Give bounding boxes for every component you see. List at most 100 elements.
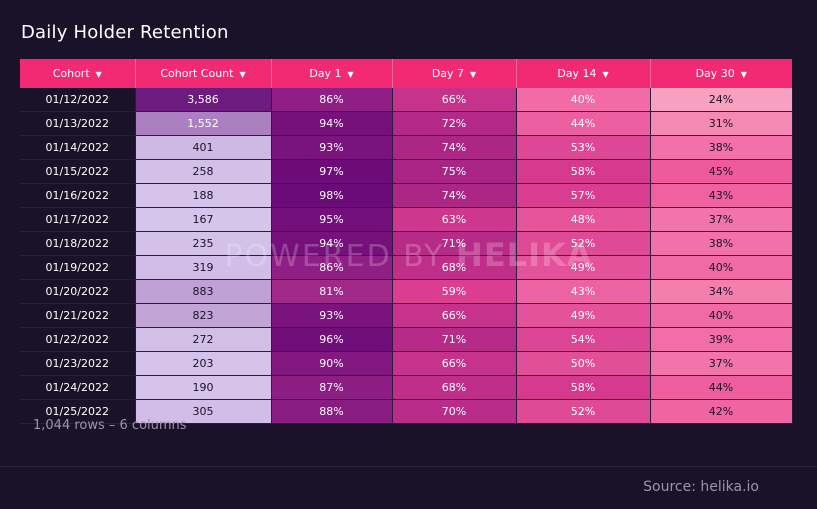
day-7-cell: 70% — [392, 399, 517, 424]
cohort-cell: 01/13/2022 — [20, 111, 136, 136]
day-14-cell: 52% — [516, 399, 651, 424]
day-14-cell: 50% — [516, 351, 651, 376]
day-30-cell: 38% — [650, 135, 793, 160]
column-header-day-30[interactable]: Day 30 ▼ — [650, 59, 792, 88]
sort-caret-icon[interactable]: ▼ — [347, 70, 354, 79]
sort-caret-icon[interactable]: ▼ — [740, 70, 747, 79]
day-14-cell: 49% — [516, 303, 651, 328]
day-14-cell: 57% — [516, 183, 651, 208]
day-1-cell: 88% — [271, 399, 393, 424]
cohort-cell: 01/23/2022 — [20, 351, 136, 376]
day-30-cell: 43% — [650, 183, 793, 208]
day-1-cell: 98% — [271, 183, 393, 208]
cohort-count-cell: 401 — [135, 135, 272, 160]
table-row: 01/18/2022 235 94% 71% 52% 38% — [20, 231, 793, 256]
day-30-cell: 37% — [650, 207, 793, 232]
day-1-cell: 94% — [271, 231, 393, 256]
cohort-cell: 01/19/2022 — [20, 255, 136, 280]
table-row: 01/23/2022 203 90% 66% 50% 37% — [20, 351, 793, 376]
cohort-count-cell: 319 — [135, 255, 272, 280]
cohort-count-cell: 883 — [135, 279, 272, 304]
day-1-cell: 81% — [271, 279, 393, 304]
chart-title: Daily Holder Retention — [21, 22, 229, 43]
column-header-day-1[interactable]: Day 1 ▼ — [271, 59, 393, 88]
day-7-cell: 72% — [392, 111, 517, 136]
table-row: 01/16/2022 188 98% 74% 57% 43% — [20, 183, 793, 208]
cohort-cell: 01/16/2022 — [20, 183, 136, 208]
footer-divider — [0, 466, 817, 467]
day-30-cell: 34% — [650, 279, 793, 304]
cohort-count-cell: 203 — [135, 351, 272, 376]
column-header-cohort-count[interactable]: Cohort Count ▼ — [135, 59, 272, 88]
day-30-cell: 31% — [650, 111, 793, 136]
table-row: 01/15/2022 258 97% 75% 58% 45% — [20, 159, 793, 184]
table-row: 01/13/2022 1,552 94% 72% 44% 31% — [20, 111, 793, 136]
day-1-cell: 93% — [271, 135, 393, 160]
cohort-count-cell: 305 — [135, 399, 272, 424]
cohort-count-cell: 258 — [135, 159, 272, 184]
day-1-cell: 87% — [271, 375, 393, 400]
day-30-cell: 38% — [650, 231, 793, 256]
header-row: Cohort ▼ Cohort Count ▼ Day 1 ▼ Day 7 ▼ Day … — [20, 59, 792, 88]
source-label: Source: helika.io — [643, 479, 759, 495]
day-1-cell: 86% — [271, 255, 393, 280]
cohort-cell: 01/22/2022 — [20, 327, 136, 352]
day-1-cell: 97% — [271, 159, 393, 184]
table-row: 01/17/2022 167 95% 63% 48% 37% — [20, 207, 793, 232]
sort-caret-icon[interactable]: ▼ — [239, 70, 246, 79]
day-30-cell: 45% — [650, 159, 793, 184]
table-row: 01/19/2022 319 86% 68% 49% 40% — [20, 255, 793, 280]
column-header-day-14[interactable]: Day 14 ▼ — [516, 59, 651, 88]
cohort-count-cell: 235 — [135, 231, 272, 256]
day-1-cell: 86% — [271, 88, 393, 112]
day-7-cell: 71% — [392, 231, 517, 256]
day-30-cell: 42% — [650, 399, 793, 424]
day-7-cell: 74% — [392, 135, 517, 160]
day-14-cell: 54% — [516, 327, 651, 352]
day-30-cell: 37% — [650, 351, 793, 376]
cohort-cell: 01/17/2022 — [20, 207, 136, 232]
cohort-cell: 01/25/2022 — [20, 399, 136, 424]
cohort-count-cell: 190 — [135, 375, 272, 400]
cohort-cell: 01/24/2022 — [20, 375, 136, 400]
day-1-cell: 95% — [271, 207, 393, 232]
table-row: 01/20/2022 883 81% 59% 43% 34% — [20, 279, 793, 304]
column-header-cohort[interactable]: Cohort ▼ — [20, 59, 136, 88]
sort-caret-icon[interactable]: ▼ — [95, 70, 102, 79]
row-count-info: 1,044 rows – 6 columns — [33, 418, 187, 433]
day-7-cell: 74% — [392, 183, 517, 208]
day-14-cell: 52% — [516, 231, 651, 256]
day-14-cell: 58% — [516, 375, 651, 400]
table-row: 01/22/2022 272 96% 71% 54% 39% — [20, 327, 793, 352]
day-14-cell: 53% — [516, 135, 651, 160]
cohort-cell: 01/14/2022 — [20, 135, 136, 160]
day-1-cell: 96% — [271, 327, 393, 352]
cohort-cell: 01/12/2022 — [20, 88, 136, 112]
retention-table: Cohort ▼ Cohort Count ▼ Day 1 ▼ Day 7 ▼ Day … — [20, 59, 793, 424]
day-30-cell: 39% — [650, 327, 793, 352]
day-7-cell: 68% — [392, 375, 517, 400]
sort-caret-icon[interactable]: ▼ — [602, 70, 609, 79]
day-7-cell: 66% — [392, 351, 517, 376]
cohort-cell: 01/20/2022 — [20, 279, 136, 304]
cohort-count-cell: 188 — [135, 183, 272, 208]
day-14-cell: 44% — [516, 111, 651, 136]
cohort-cell: 01/18/2022 — [20, 231, 136, 256]
day-30-cell: 44% — [650, 375, 793, 400]
day-7-cell: 59% — [392, 279, 517, 304]
table-row: 01/14/2022 401 93% 74% 53% 38% — [20, 135, 793, 160]
day-14-cell: 48% — [516, 207, 651, 232]
day-14-cell: 43% — [516, 279, 651, 304]
day-7-cell: 71% — [392, 327, 517, 352]
sort-caret-icon[interactable]: ▼ — [470, 70, 477, 79]
day-1-cell: 90% — [271, 351, 393, 376]
cohort-count-cell: 823 — [135, 303, 272, 328]
day-7-cell: 66% — [392, 88, 517, 112]
column-header-day-7[interactable]: Day 7 ▼ — [392, 59, 517, 88]
day-30-cell: 40% — [650, 255, 793, 280]
day-30-cell: 40% — [650, 303, 793, 328]
table-row: 01/25/2022 305 88% 70% 52% 42% — [20, 399, 793, 424]
day-14-cell: 40% — [516, 88, 651, 112]
day-1-cell: 93% — [271, 303, 393, 328]
cohort-count-cell: 272 — [135, 327, 272, 352]
